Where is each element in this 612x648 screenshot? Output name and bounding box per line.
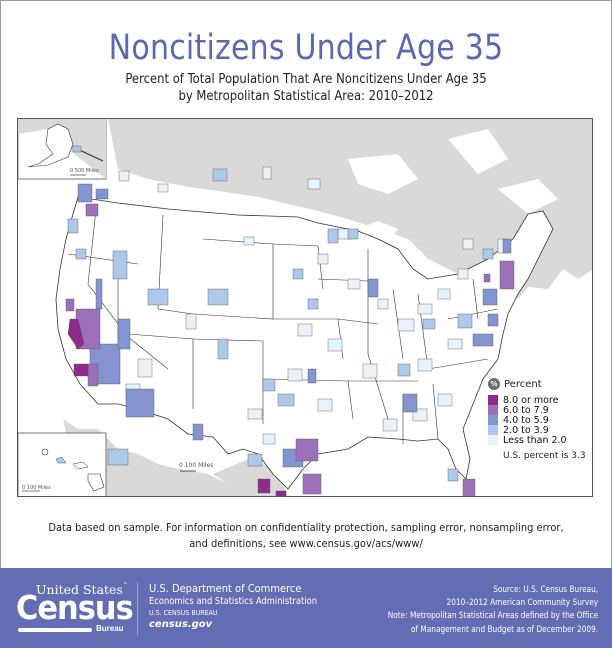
- footer: United States™ Census Bureau U.S. Depart…: [0, 568, 612, 648]
- dept-name: U.S. Department of Commerce: [149, 582, 302, 595]
- subtitle: Percent of Total Population That Are Non…: [37, 71, 576, 105]
- data-note-line-1: Data based on sample. For information on…: [48, 521, 564, 534]
- source-line-3: Note: Metropolitan Statistical Areas def…: [387, 610, 598, 621]
- source-line-2: 2010–2012 American Community Survey: [446, 597, 598, 608]
- hawaii-scale-label: 0 100 Miles: [22, 485, 51, 491]
- legend-item: 4.0 to 5.9: [488, 414, 598, 426]
- percent-icon: %: [488, 378, 500, 390]
- main-scale-bar: 0 100 Miles: [179, 462, 213, 472]
- legend-item-label: 8.0 or more: [503, 394, 559, 406]
- map-canvas: 0 500 Miles 0 100 Miles 0 100 Miles: [18, 119, 592, 496]
- legend: % Percent 8.0 or more 6.0 to 7.9 4.0 to …: [488, 378, 598, 461]
- alaska-inset: 0 500 Miles: [18, 119, 107, 180]
- legend-swatch: [488, 415, 498, 425]
- legend-item: 2.0 to 3.9: [488, 424, 598, 436]
- legend-swatch: [488, 395, 498, 405]
- source-note: Source: U.S. Census Bureau, 2010–2012 Am…: [359, 583, 598, 636]
- page-title: Noncitizens Under Age 35: [108, 28, 504, 68]
- canada-water: [348, 129, 558, 214]
- msa-4-to-5-9: [77, 183, 512, 468]
- source-line-4: of Management and Budget as of December …: [410, 623, 598, 634]
- footer-divider: [137, 582, 138, 636]
- legend-item-label: 4.0 to 5.9: [503, 414, 549, 426]
- logo-united-states: United States™: [36, 582, 128, 597]
- msa-2-to-3-9: [67, 168, 494, 482]
- department-info: U.S. Department of Commerce Economics an…: [149, 582, 336, 631]
- census-logo: United States™ Census Bureau: [16, 582, 134, 638]
- legend-item-label: Less than 2.0: [503, 434, 567, 446]
- msa-less-than-2: [118, 166, 509, 445]
- us-percent-note: U.S. percent is 3.3: [503, 451, 586, 461]
- main-scale-label: 0 100 Miles: [179, 462, 213, 469]
- contiguous-us: [55, 196, 554, 490]
- legend-item: Less than 2.0: [488, 434, 598, 446]
- subtitle-line-2: by Metropolitan Statistical Area: 2010–2…: [178, 89, 434, 104]
- logo-bureau: Bureau: [96, 624, 124, 633]
- hawaii-inset: 0 100 Miles: [18, 432, 107, 496]
- legend-item: 6.0 to 7.9: [488, 404, 598, 416]
- legend-swatch: [488, 405, 498, 415]
- source-line-1: Source: U.S. Census Bureau,: [493, 584, 598, 594]
- map: 0 500 Miles 0 100 Miles 0 100 Miles: [17, 118, 593, 497]
- data-note: Data based on sample. For information on…: [31, 520, 582, 552]
- dept-bureau: U.S. CENSUS BUREAU: [149, 609, 218, 617]
- logo-bar: [18, 628, 92, 632]
- legend-item-label: 2.0 to 3.9: [503, 424, 549, 436]
- legend-header: % Percent: [488, 378, 598, 390]
- census-gov-link[interactable]: census.gov: [149, 619, 213, 630]
- msa-8-or-more: [67, 318, 287, 496]
- legend-swatch: [488, 425, 498, 435]
- subtitle-line-1: Percent of Total Population That Are Non…: [125, 72, 487, 87]
- dept-admin: Economics and Statistics Administration: [149, 596, 318, 607]
- legend-item-label: 6.0 to 7.9: [503, 404, 549, 416]
- legend-title: Percent: [504, 378, 542, 390]
- logo-census: Census: [16, 588, 134, 627]
- legend-items: 8.0 or more 6.0 to 7.9 4.0 to 5.9 2.0 to…: [488, 394, 598, 446]
- legend-swatch: [488, 435, 498, 445]
- data-note-line-2: and definitions, see www.census.gov/acs/…: [189, 537, 423, 550]
- great-lakes: [358, 221, 463, 289]
- alaska-scale-label: 0 500 Miles: [70, 168, 99, 174]
- mexico-landmass: [78, 429, 246, 496]
- legend-item: 8.0 or more: [488, 394, 598, 406]
